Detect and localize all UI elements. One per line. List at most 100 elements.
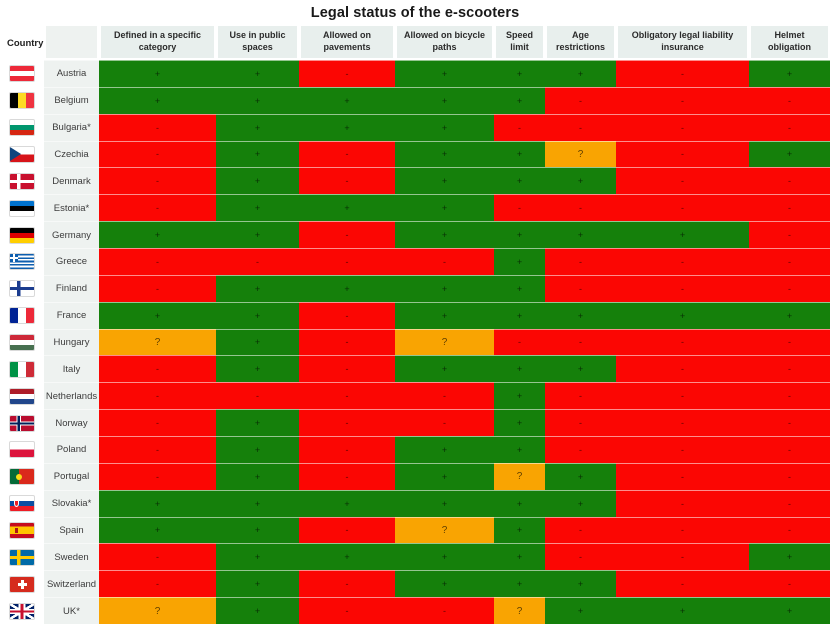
status-cell: + [395,355,494,383]
status-cell: + [494,86,545,114]
column-header: Defined in a specific category [101,26,214,58]
page-title: Legal status of the e-scooters [310,5,520,21]
status-cell: - [99,167,216,195]
status-cell: - [616,355,749,383]
flag-cell [0,86,44,114]
country-label: Estonia* [44,194,99,222]
country-label: Italy [44,355,99,383]
status-cell: - [299,462,395,490]
status-cell: - [299,167,395,195]
status-cell: - [99,355,216,383]
status-cell: + [216,409,299,436]
status-cell: - [494,194,545,222]
flag-uk-icon [9,602,35,620]
status-cell: + [216,570,299,598]
status-cell: - [616,113,749,141]
country-column-header: Country [0,26,44,60]
status-cell: - [395,382,494,410]
flag-denmark-icon [9,172,35,190]
status-cell: - [299,597,395,624]
country-label: Finland [44,274,99,302]
column-header: Allowed on pavements [301,26,393,58]
status-cell: + [299,194,395,222]
status-cell: - [299,248,395,275]
flag-czechia-icon [9,145,35,163]
country-label: Bulgaria* [44,113,99,141]
status-cell: + [395,60,494,87]
status-cell: - [616,140,749,168]
status-cell: - [749,194,830,222]
status-cell: + [395,543,494,571]
status-cell: - [395,409,494,436]
status-cell: + [494,382,545,410]
status-cell: + [545,489,616,517]
flag-switzerland-icon [9,575,35,593]
flag-portugal-icon [9,468,35,486]
status-cell: + [216,355,299,383]
flag-cell [0,570,44,598]
status-cell: + [395,86,494,114]
country-label: Czechia [44,140,99,168]
flag-cell [0,113,44,141]
status-cell: + [616,597,749,624]
status-cell: - [545,194,616,222]
column-header: Use in public spaces [218,26,297,58]
status-cell: - [545,436,616,463]
flag-cell [0,167,44,195]
flag-bulgaria-icon [9,119,35,137]
flag-cell [0,489,44,517]
status-cell: ? [99,328,216,356]
status-cell: + [216,328,299,356]
status-cell: - [616,274,749,302]
flag-cell [0,301,44,329]
status-grid: Country Defined in a specific category Use… [0,26,830,624]
status-cell: - [616,462,749,490]
status-cell: + [216,597,299,624]
status-cell: + [216,140,299,168]
status-cell: + [395,113,494,141]
flag-cell [0,409,44,436]
status-cell: + [545,462,616,490]
status-cell: - [749,489,830,517]
status-cell: + [299,86,395,114]
status-cell: + [616,301,749,329]
status-cell: - [749,355,830,383]
status-cell: - [545,274,616,302]
status-cell: - [99,113,216,141]
status-cell: + [494,489,545,517]
status-cell: - [99,436,216,463]
country-label: Germany [44,221,99,248]
status-cell: - [749,167,830,195]
status-cell: ? [395,328,494,356]
column-header: Allowed on bicycle paths [397,26,492,58]
flag-cell [0,436,44,463]
status-cell: - [545,248,616,275]
status-cell: + [494,248,545,275]
status-cell: + [749,597,830,624]
status-cell: + [216,221,299,248]
status-cell: + [494,167,545,195]
flag-slovakia-icon [9,495,35,513]
flag-cell [0,382,44,410]
country-label: Austria [44,60,99,87]
status-cell: + [216,194,299,222]
status-cell: + [99,86,216,114]
status-cell: + [494,140,545,168]
status-cell: + [395,489,494,517]
status-cell: - [545,113,616,141]
status-cell: + [545,167,616,195]
status-cell: - [749,86,830,114]
status-cell: - [99,409,216,436]
status-cell: + [545,221,616,248]
status-cell: - [616,86,749,114]
status-cell: - [616,516,749,544]
flag-cell [0,248,44,275]
status-cell: + [395,462,494,490]
status-cell: - [299,355,395,383]
country-label: Spain [44,516,99,544]
status-cell: - [749,221,830,248]
status-cell: - [299,60,395,87]
country-label: Norway [44,409,99,436]
status-cell: + [494,274,545,302]
